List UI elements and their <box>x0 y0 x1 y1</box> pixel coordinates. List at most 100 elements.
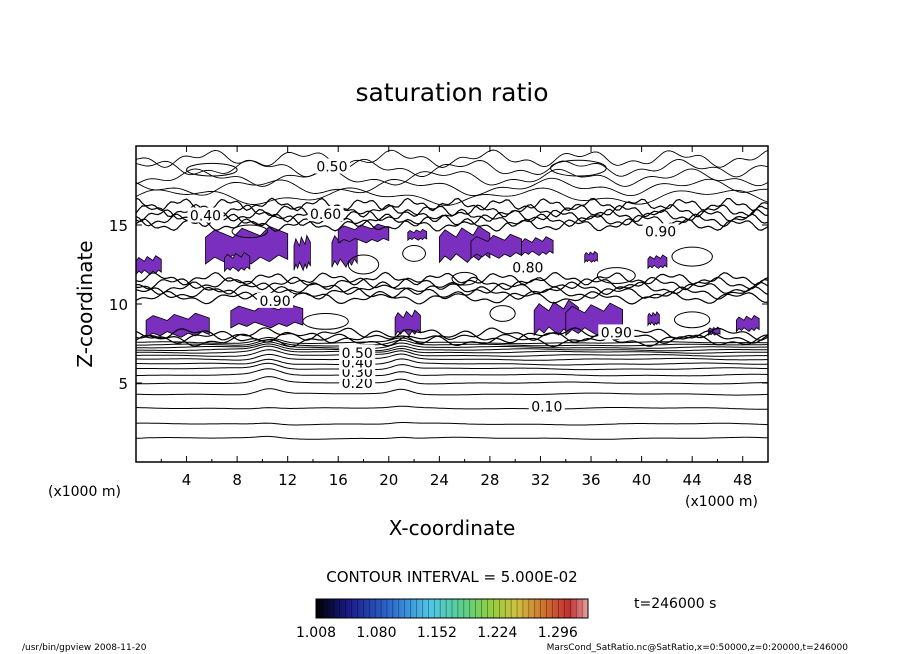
x-tick-label: 28 <box>480 471 499 489</box>
x-tick-label: 20 <box>379 471 398 489</box>
contour-line <box>136 197 768 212</box>
supersaturated-region <box>230 303 304 329</box>
contour-line <box>136 271 768 286</box>
supersaturated-region <box>521 236 554 257</box>
supersaturated-region <box>736 314 760 333</box>
contour-line <box>136 435 768 440</box>
contour-line <box>136 362 768 371</box>
contour-loop <box>231 224 268 239</box>
contour-label-bg <box>339 344 376 360</box>
x-tick-label: 12 <box>278 471 297 489</box>
contour-label-bg <box>313 158 350 174</box>
colorbar-tick-label: 1.008 <box>296 625 336 641</box>
contour-labels-layer: 0.100.200.300.400.500.500.600.400.900.90… <box>187 158 679 416</box>
contour-loop <box>347 254 380 275</box>
supersaturated-region <box>224 251 251 273</box>
contour-loop <box>402 245 426 262</box>
contour-line <box>136 285 768 300</box>
contour-label-bg <box>528 398 565 414</box>
contour-label: 0.90 <box>601 325 632 341</box>
colorbar-tick-labels: 1.008 1.080 1.152 1.224 1.296 <box>296 625 578 641</box>
contour-line <box>136 341 768 349</box>
z-unit-label: (x1000 m) <box>48 484 121 500</box>
contour-line <box>136 345 768 354</box>
contour-line <box>136 343 768 352</box>
contour-line <box>136 149 768 168</box>
y-tick-label: 5 <box>118 375 128 393</box>
x-tick-label: 16 <box>329 471 348 489</box>
colorbar-tick-label: 1.080 <box>356 625 396 641</box>
contour-loop <box>596 267 636 284</box>
contour-label: 0.50 <box>342 346 373 362</box>
contour-loop <box>451 271 478 286</box>
colorbar-tick-label: 1.296 <box>538 625 578 641</box>
x-axis-label: X-coordinate <box>389 516 516 540</box>
y-axis-ticks: 5 10 15 <box>109 217 768 393</box>
footer-right: MarsCond_SatRatio.nc@SatRatio,x=0:50000,… <box>547 643 849 653</box>
contour-label-bg <box>598 324 635 340</box>
colorbar-stripes <box>321 599 583 618</box>
contour-label-bg <box>187 207 224 223</box>
supersaturated-region <box>136 255 162 276</box>
supersaturated-region <box>145 312 210 339</box>
supersaturated-region <box>647 254 668 270</box>
y-tick-label: 15 <box>109 217 128 235</box>
x-tick-label: 8 <box>232 471 242 489</box>
contour-label: 0.40 <box>190 209 221 225</box>
contour-line <box>136 330 768 345</box>
time-label: t=246000 s <box>634 596 716 612</box>
contour-line <box>136 358 768 366</box>
contour-line <box>136 336 768 345</box>
contour-loop <box>550 159 607 177</box>
colorbar-tick-label: 1.224 <box>477 625 517 641</box>
contour-line <box>136 376 768 385</box>
contour-loop <box>671 246 713 267</box>
y-tick-label: 10 <box>109 296 128 314</box>
x-unit-label: (x1000 m) <box>685 494 758 510</box>
contour-label: 0.50 <box>316 160 347 176</box>
contour-line <box>136 405 768 410</box>
contour-label: 0.60 <box>310 207 341 223</box>
contour-label: 0.20 <box>342 376 373 392</box>
footer-left: /usr/bin/gpview 2008-11-20 <box>22 643 147 653</box>
colorbar-tick-label: 1.152 <box>417 625 457 641</box>
plot-area: 0.100.200.300.400.500.500.600.400.900.90… <box>109 145 769 489</box>
contour-line <box>136 368 768 377</box>
contour-line <box>136 168 768 187</box>
contour-label: 0.90 <box>259 294 290 310</box>
contour-line <box>136 276 768 291</box>
contour-label: 0.10 <box>531 400 562 416</box>
contour-line <box>136 203 768 218</box>
contour-line <box>136 353 768 361</box>
colorbar: 1.008 1.080 1.152 1.224 1.296 <box>296 598 589 641</box>
contour-loop <box>673 311 711 329</box>
contour-line <box>136 327 768 341</box>
contour-line <box>136 187 768 206</box>
colorbar-frame <box>315 598 589 619</box>
contour-loop <box>302 312 349 330</box>
contour-label: 0.80 <box>512 261 543 277</box>
supersaturated-fill-layer <box>136 223 760 339</box>
contour-line <box>136 281 768 296</box>
contour-label-bg <box>307 205 344 221</box>
y-axis-label: Z-coordinate <box>73 240 97 367</box>
x-tick-label: 32 <box>531 471 550 489</box>
x-tick-label: 36 <box>581 471 600 489</box>
contour-label-bg <box>642 223 679 239</box>
supersaturated-region <box>647 311 660 327</box>
contour-line <box>136 388 768 396</box>
supersaturated-region <box>584 250 598 264</box>
x-tick-label: 24 <box>430 471 449 489</box>
x-tick-label: 4 <box>182 471 192 489</box>
contour-line <box>136 177 768 197</box>
x-tick-label: 44 <box>683 471 702 489</box>
contour-lines-layer <box>136 149 768 440</box>
contour-line <box>136 213 768 228</box>
x-tick-label: 40 <box>632 471 651 489</box>
supersaturated-region <box>293 234 311 272</box>
plot-background <box>136 146 768 462</box>
chart-title: saturation ratio <box>355 78 548 107</box>
contour-label-bg <box>257 292 294 308</box>
x-axis-ticks: 4 8 12 16 20 24 28 32 36 40 44 48 <box>160 146 752 489</box>
